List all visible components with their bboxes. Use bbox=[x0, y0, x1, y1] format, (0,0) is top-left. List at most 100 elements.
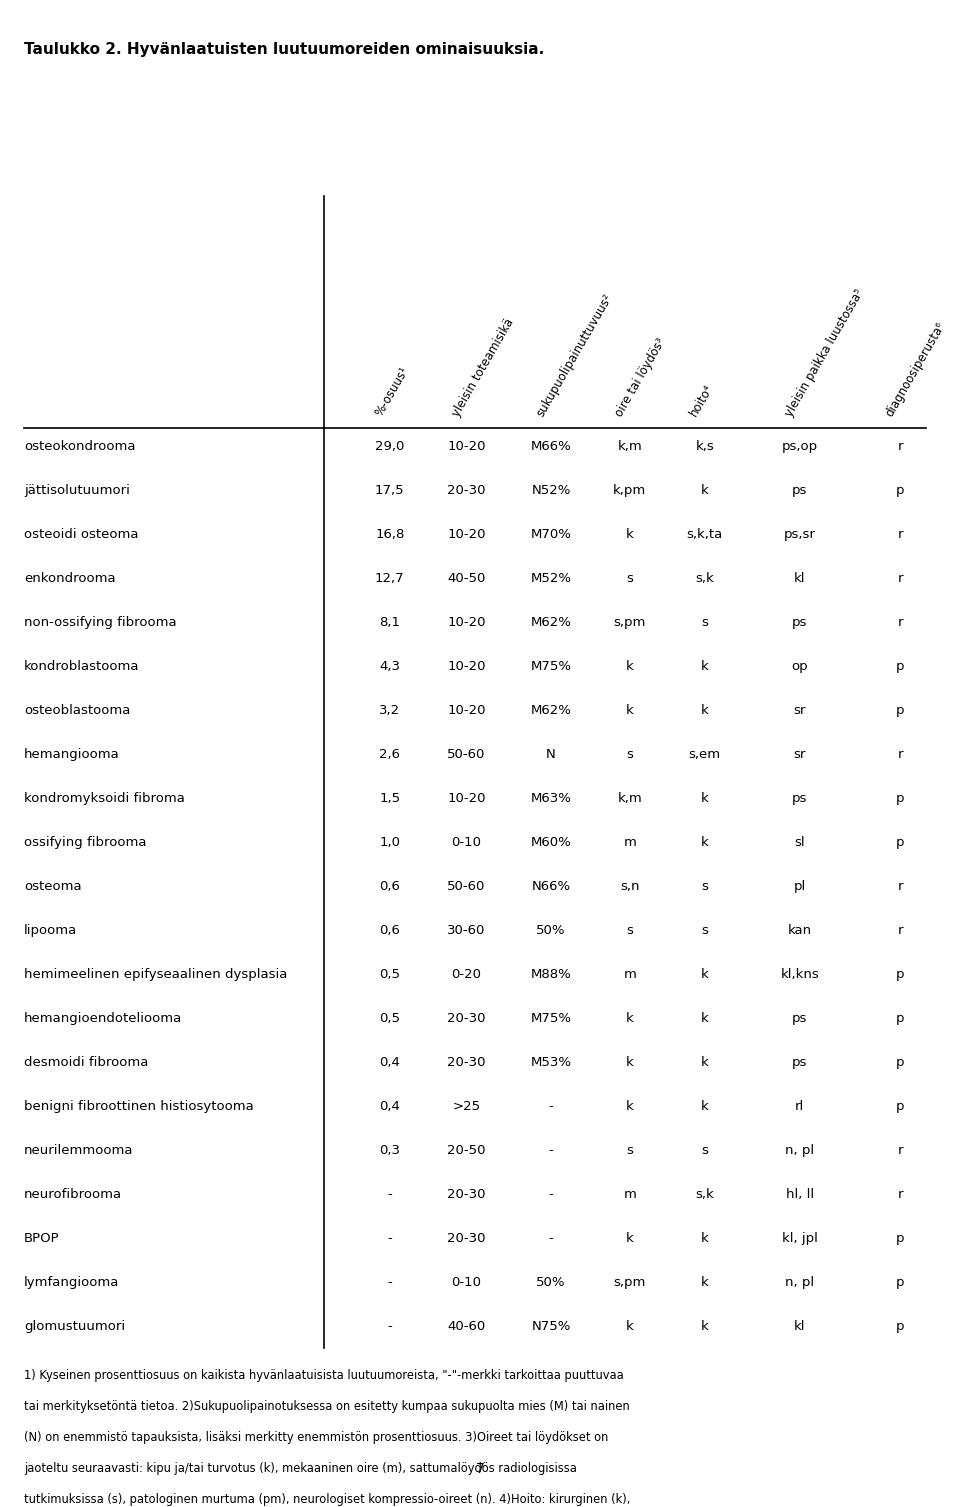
Text: M63%: M63% bbox=[531, 791, 571, 805]
Text: k,m: k,m bbox=[617, 791, 642, 805]
Text: 20-30: 20-30 bbox=[447, 1055, 486, 1068]
Text: 1,0: 1,0 bbox=[379, 835, 400, 848]
Text: k: k bbox=[701, 967, 708, 981]
Text: Taulukko 2. Hyvänlaatuisten luutuumoreiden ominaisuuksia.: Taulukko 2. Hyvänlaatuisten luutuumoreid… bbox=[24, 42, 544, 57]
Text: desmoidi fibrooma: desmoidi fibrooma bbox=[24, 1055, 149, 1068]
Text: k: k bbox=[701, 1100, 708, 1112]
Text: 17,5: 17,5 bbox=[375, 484, 404, 497]
Text: N: N bbox=[546, 747, 556, 761]
Text: p: p bbox=[897, 1055, 904, 1068]
Text: k: k bbox=[626, 704, 634, 717]
Text: 0,6: 0,6 bbox=[379, 924, 400, 937]
Text: kl, jpl: kl, jpl bbox=[781, 1231, 818, 1245]
Text: k,pm: k,pm bbox=[613, 484, 646, 497]
Text: diagnoosiperusta⁶: diagnoosiperusta⁶ bbox=[883, 319, 948, 419]
Text: hl, ll: hl, ll bbox=[785, 1188, 814, 1201]
Text: -: - bbox=[388, 1320, 392, 1332]
Text: 2,6: 2,6 bbox=[379, 747, 400, 761]
Text: benigni fibroottinen histiosytooma: benigni fibroottinen histiosytooma bbox=[24, 1100, 253, 1112]
Text: s: s bbox=[626, 747, 634, 761]
Text: >25: >25 bbox=[452, 1100, 481, 1112]
Text: p: p bbox=[897, 1231, 904, 1245]
Text: 20-30: 20-30 bbox=[447, 1188, 486, 1201]
Text: ps: ps bbox=[792, 1011, 807, 1025]
Text: s: s bbox=[701, 1144, 708, 1157]
Text: 7: 7 bbox=[475, 1462, 485, 1477]
Text: 10-20: 10-20 bbox=[447, 615, 486, 628]
Text: BPOP: BPOP bbox=[24, 1231, 60, 1245]
Text: tai merkityksetöntä tietoa. 2)Sukupuolipainotuksessa on esitetty kumpaa sukupuol: tai merkityksetöntä tietoa. 2)Sukupuolip… bbox=[24, 1400, 630, 1414]
Text: r: r bbox=[898, 615, 903, 628]
Text: k: k bbox=[626, 1320, 634, 1332]
Text: 0,4: 0,4 bbox=[379, 1055, 400, 1068]
Text: oire tai löydös³: oire tai löydös³ bbox=[612, 336, 668, 419]
Text: s,k,ta: s,k,ta bbox=[686, 527, 723, 541]
Text: M62%: M62% bbox=[531, 615, 571, 628]
Text: k: k bbox=[626, 660, 634, 672]
Text: r: r bbox=[898, 527, 903, 541]
Text: 20-50: 20-50 bbox=[447, 1144, 486, 1157]
Text: s,pm: s,pm bbox=[613, 1275, 646, 1288]
Text: 20-30: 20-30 bbox=[447, 1011, 486, 1025]
Text: M60%: M60% bbox=[531, 835, 571, 848]
Text: sr: sr bbox=[794, 747, 805, 761]
Text: p: p bbox=[897, 967, 904, 981]
Text: m: m bbox=[623, 967, 636, 981]
Text: 29,0: 29,0 bbox=[375, 440, 404, 452]
Text: yleisin toteamisikä: yleisin toteamisikä bbox=[449, 316, 516, 419]
Text: p: p bbox=[897, 1100, 904, 1112]
Text: 50%: 50% bbox=[537, 924, 565, 937]
Text: p: p bbox=[897, 660, 904, 672]
Text: ps: ps bbox=[792, 791, 807, 805]
Text: ps: ps bbox=[792, 615, 807, 628]
Text: k: k bbox=[701, 1055, 708, 1068]
Text: ps: ps bbox=[792, 1055, 807, 1068]
Text: k: k bbox=[701, 1231, 708, 1245]
Text: kl: kl bbox=[794, 571, 805, 585]
Text: ps,sr: ps,sr bbox=[783, 527, 816, 541]
Text: -: - bbox=[388, 1275, 392, 1288]
Text: jaoteltu seuraavasti: kipu ja/tai turvotus (k), mekaaninen oire (m), sattumalöyd: jaoteltu seuraavasti: kipu ja/tai turvot… bbox=[24, 1462, 577, 1475]
Text: 4,3: 4,3 bbox=[379, 660, 400, 672]
Text: %-osuus¹: %-osuus¹ bbox=[372, 365, 411, 419]
Text: k: k bbox=[701, 791, 708, 805]
Text: 8,1: 8,1 bbox=[379, 615, 400, 628]
Text: k: k bbox=[626, 1231, 634, 1245]
Text: rl: rl bbox=[795, 1100, 804, 1112]
Text: 0,3: 0,3 bbox=[379, 1144, 400, 1157]
Text: osteoblastooma: osteoblastooma bbox=[24, 704, 131, 717]
Text: 12,7: 12,7 bbox=[375, 571, 404, 585]
Text: 10-20: 10-20 bbox=[447, 527, 486, 541]
Text: k: k bbox=[626, 527, 634, 541]
Text: p: p bbox=[897, 1275, 904, 1288]
Text: 50-60: 50-60 bbox=[447, 880, 486, 892]
Text: r: r bbox=[898, 1188, 903, 1201]
Text: N75%: N75% bbox=[531, 1320, 571, 1332]
Text: tutkimuksissa (s), patologinen murtuma (pm), neurologiset kompressio-oireet (n).: tutkimuksissa (s), patologinen murtuma (… bbox=[24, 1493, 631, 1505]
Text: m: m bbox=[623, 835, 636, 848]
Text: 0,5: 0,5 bbox=[379, 967, 400, 981]
Text: hoito⁴: hoito⁴ bbox=[687, 383, 716, 419]
Text: 10-20: 10-20 bbox=[447, 440, 486, 452]
Text: k: k bbox=[701, 1320, 708, 1332]
Text: M53%: M53% bbox=[531, 1055, 571, 1068]
Text: kan: kan bbox=[787, 924, 812, 937]
Text: p: p bbox=[897, 791, 904, 805]
Text: M66%: M66% bbox=[531, 440, 571, 452]
Text: sr: sr bbox=[794, 704, 805, 717]
Text: s: s bbox=[626, 1144, 634, 1157]
Text: s,pm: s,pm bbox=[613, 615, 646, 628]
Text: s,k: s,k bbox=[695, 571, 714, 585]
Text: s: s bbox=[701, 880, 708, 892]
Text: k: k bbox=[701, 484, 708, 497]
Text: 10-20: 10-20 bbox=[447, 660, 486, 672]
Text: r: r bbox=[898, 924, 903, 937]
Text: 20-30: 20-30 bbox=[447, 1231, 486, 1245]
Text: osteoidi osteoma: osteoidi osteoma bbox=[24, 527, 138, 541]
Text: hemangiooma: hemangiooma bbox=[24, 747, 120, 761]
Text: k: k bbox=[626, 1055, 634, 1068]
Text: s: s bbox=[701, 615, 708, 628]
Text: -: - bbox=[388, 1231, 392, 1245]
Text: M52%: M52% bbox=[531, 571, 571, 585]
Text: N52%: N52% bbox=[531, 484, 571, 497]
